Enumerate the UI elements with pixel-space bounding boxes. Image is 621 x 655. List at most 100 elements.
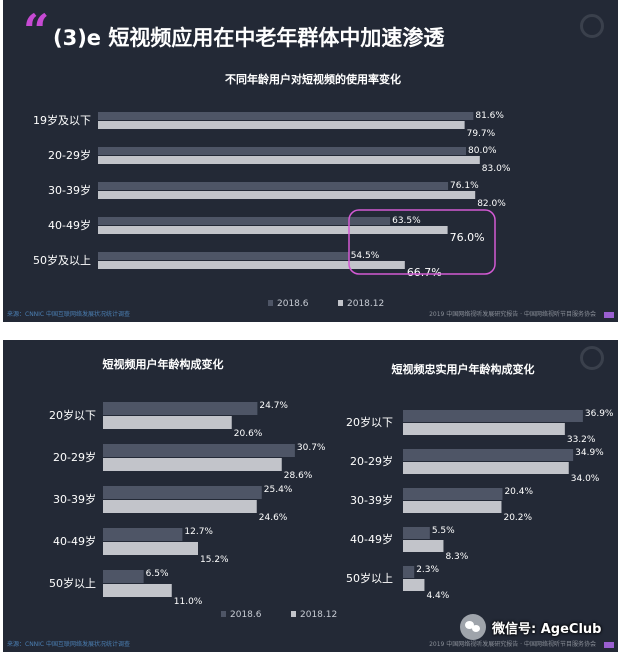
bar-2018.12 [103, 542, 198, 555]
data-label: 36.9% [585, 409, 614, 419]
bottom-slide: 短视频用户年龄构成变化 20岁以下 24.7% 20.6% 20-29岁 30.7% 28.… [3, 340, 618, 652]
data-label: 11.0% [174, 597, 203, 607]
data-label: 63.5% [392, 216, 421, 226]
category-label: 40-49岁 [53, 534, 96, 548]
legend-swatch [221, 611, 226, 617]
bar-2018.6 [98, 252, 349, 260]
data-label: 81.6% [475, 111, 504, 121]
bar-2018.6 [98, 217, 391, 225]
age-composition-charts: 短视频用户年龄构成变化 20岁以下 24.7% 20.6% 20-29岁 30.7% 28.… [49, 357, 614, 620]
chart-title: 不同年龄用户对短视频的使用率变化 [225, 72, 401, 86]
data-label: 5.5% [432, 526, 455, 536]
data-label: 2.3% [416, 565, 439, 575]
category-label: 50岁及以上 [33, 253, 91, 267]
bar-2018.12 [403, 579, 425, 591]
data-label: 33.2% [567, 435, 596, 445]
source-note: 来源：CNNIC 中国互联网络发展状况统计调查 [7, 311, 131, 318]
bar-2018.6 [103, 444, 295, 457]
category-label: 19岁及以下 [33, 113, 91, 127]
bar-2018.6 [403, 527, 430, 539]
ring-icon [580, 14, 604, 38]
wechat-watermark: 微信号: AgeClub [460, 612, 601, 642]
data-label: 24.7% [259, 401, 288, 411]
bar-2018.12 [103, 458, 282, 471]
data-label: 25.4% [264, 485, 293, 495]
bar-2018.12 [98, 226, 448, 234]
legend-swatch [338, 300, 343, 306]
report-credit: 2019 中国网络视听发展研究报告 · 中国网络视听节目服务协会 [429, 311, 596, 318]
bar-2018.12 [98, 156, 480, 164]
slide-heading: (3)e 短视频应用在中老年群体中加速渗透 [53, 26, 445, 50]
data-label: 12.7% [184, 527, 213, 537]
category-label: 30-39岁 [53, 492, 96, 506]
bar-2018.6 [103, 570, 144, 583]
quote-icon: “ [23, 4, 50, 58]
top-slide: “ (3)e 短视频应用在中老年群体中加速渗透 不同年龄用户对短视频的使用率变化… [3, 0, 618, 322]
data-label: 34.0% [571, 474, 600, 484]
bar-2018.12 [403, 501, 502, 513]
bar-2018.12 [103, 584, 172, 597]
bar-2018.6 [403, 488, 503, 500]
bar-2018.12 [403, 540, 444, 552]
legend-label: 2018.6 [230, 610, 262, 620]
bar-2018.6 [98, 182, 449, 190]
category-label: 30-39岁 [350, 493, 393, 507]
data-label: 76.0% [450, 231, 485, 244]
category-label: 40-49岁 [48, 218, 91, 232]
category-label: 20岁以下 [49, 408, 96, 422]
bar-2018.6 [403, 410, 583, 422]
data-label: 82.0% [477, 199, 506, 209]
data-label: 76.1% [450, 181, 479, 191]
data-label: 83.0% [482, 164, 511, 174]
category-label: 20-29岁 [350, 454, 393, 468]
bar-2018.12 [403, 462, 569, 474]
category-label: 20-29岁 [53, 450, 96, 464]
category-label: 40-49岁 [350, 532, 393, 546]
source-note: 来源：CNNIC 中国互联网络发展状况统计调查 [7, 641, 131, 648]
bar-2018.6 [98, 112, 474, 120]
data-label: 8.3% [445, 552, 468, 562]
chart-title: 短视频忠实用户年龄构成变化 [392, 362, 535, 376]
watermark-text: 微信号: AgeClub [492, 621, 602, 637]
category-label: 50岁以上 [346, 571, 393, 585]
bar-2018.6 [403, 566, 415, 578]
data-label: 79.7% [467, 129, 496, 139]
category-label: 20-29岁 [48, 148, 91, 162]
data-label: 4.4% [426, 591, 449, 601]
bar-2018.6 [403, 449, 574, 461]
category-label: 50岁以上 [49, 576, 96, 590]
data-label: 20.6% [234, 429, 263, 439]
bar-2018.12 [103, 416, 232, 429]
legend-swatch [291, 611, 296, 617]
bar-2018.12 [403, 423, 565, 435]
data-label: 20.4% [504, 487, 533, 497]
data-label: 30.7% [297, 443, 326, 453]
data-label: 24.6% [259, 513, 288, 523]
category-label: 20岁以下 [346, 415, 393, 429]
chart-title: 短视频用户年龄构成变化 [103, 357, 224, 371]
report-credit: 2019 中国网络视听发展研究报告 · 中国网络视听节目服务协会 [429, 641, 596, 648]
usage-rate-chart: 不同年龄用户对短视频的使用率变化 19岁及以下 81.6% 79.7% 20-29岁 80… [33, 72, 511, 309]
legend-swatch [268, 300, 273, 306]
wechat-icon [460, 614, 486, 640]
corner-chip [604, 642, 614, 648]
data-label: 20.2% [503, 513, 532, 523]
bar-2018.12 [98, 191, 476, 199]
legend-label: 2018.12 [300, 610, 337, 620]
bar-2018.6 [103, 528, 183, 541]
category-label: 30-39岁 [48, 183, 91, 197]
legend-label: 2018.6 [277, 299, 309, 309]
highlight-box [348, 209, 496, 275]
bar-2018.6 [103, 402, 258, 415]
corner-chip [604, 312, 614, 318]
data-label: 28.6% [284, 471, 313, 481]
bar-2018.12 [98, 261, 405, 269]
ring-icon [580, 346, 604, 370]
bar-2018.12 [98, 121, 465, 129]
legend-label: 2018.12 [347, 299, 384, 309]
bar-2018.6 [103, 486, 262, 499]
bar-2018.6 [98, 147, 466, 155]
bar-2018.12 [103, 500, 257, 513]
data-label: 54.5% [351, 251, 380, 261]
data-label: 15.2% [200, 555, 229, 565]
